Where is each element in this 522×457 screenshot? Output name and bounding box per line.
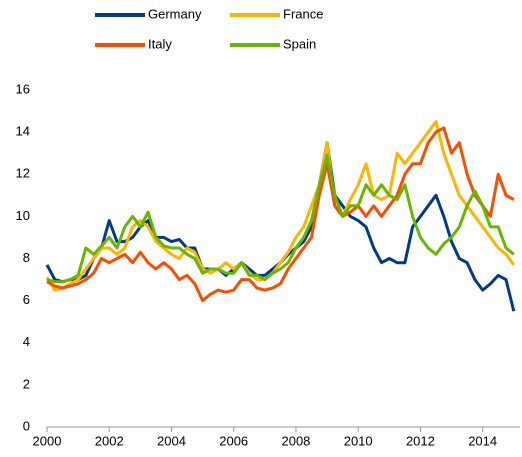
legend-label: Germany [148,6,202,21]
y-tick-label: 2 [23,376,30,391]
legend-label: Spain [283,36,316,51]
y-tick-label: 6 [23,292,30,307]
y-tick-label: 0 [23,418,30,433]
series-line [46,126,515,303]
x-tick-label: 2014 [468,433,497,448]
y-tick-label: 12 [16,166,30,181]
x-tick-label: 2002 [95,433,124,448]
x-tick-label: 2008 [281,433,310,448]
x-tick-label: 2004 [157,433,186,448]
y-tick-label: 10 [16,208,30,223]
x-tick-label: 2000 [33,433,62,448]
series-line [46,153,515,284]
legend-label: Italy [148,36,172,51]
x-tick-label: 2006 [219,433,248,448]
x-tick-label: 2012 [406,433,435,448]
x-tick-label: 2010 [344,433,373,448]
y-tick-label: 14 [16,124,30,139]
y-tick-label: 8 [23,250,30,265]
y-tick-label: 4 [23,334,30,349]
legend-label: France [283,6,323,21]
series-line [45,141,516,312]
series-line [45,120,516,292]
y-tick-label: 16 [16,81,30,96]
